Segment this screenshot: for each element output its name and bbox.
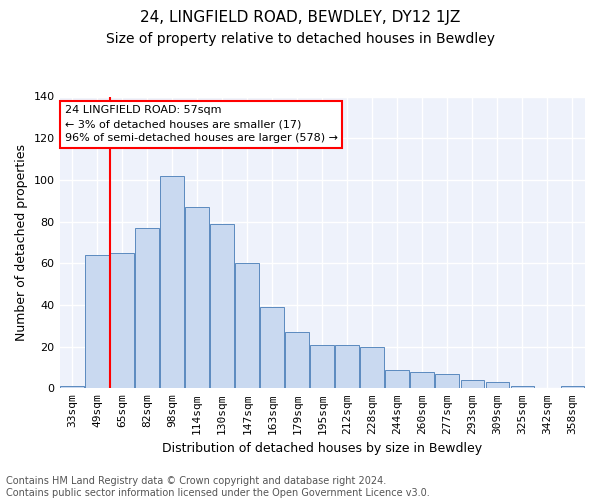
Bar: [210, 224, 234, 388]
Y-axis label: Number of detached properties: Number of detached properties: [15, 144, 28, 341]
Text: 24, LINGFIELD ROAD, BEWDLEY, DY12 1JZ: 24, LINGFIELD ROAD, BEWDLEY, DY12 1JZ: [140, 10, 460, 25]
Bar: [135, 228, 159, 388]
Text: Size of property relative to detached houses in Bewdley: Size of property relative to detached ho…: [106, 32, 494, 46]
Bar: [310, 344, 334, 389]
Bar: [385, 370, 409, 388]
Bar: [335, 344, 359, 389]
Bar: [560, 386, 584, 388]
Bar: [185, 207, 209, 388]
Bar: [511, 386, 535, 388]
Text: Contains HM Land Registry data © Crown copyright and database right 2024.
Contai: Contains HM Land Registry data © Crown c…: [6, 476, 430, 498]
Bar: [235, 263, 259, 388]
Bar: [361, 346, 384, 389]
Bar: [85, 255, 109, 388]
Bar: [436, 374, 459, 388]
Bar: [260, 307, 284, 388]
Bar: [160, 176, 184, 388]
Bar: [461, 380, 484, 388]
Bar: [485, 382, 509, 388]
Text: 24 LINGFIELD ROAD: 57sqm
← 3% of detached houses are smaller (17)
96% of semi-de: 24 LINGFIELD ROAD: 57sqm ← 3% of detache…: [65, 106, 338, 144]
Bar: [60, 386, 84, 388]
X-axis label: Distribution of detached houses by size in Bewdley: Distribution of detached houses by size …: [162, 442, 482, 455]
Bar: [110, 253, 134, 388]
Bar: [286, 332, 309, 388]
Bar: [410, 372, 434, 388]
